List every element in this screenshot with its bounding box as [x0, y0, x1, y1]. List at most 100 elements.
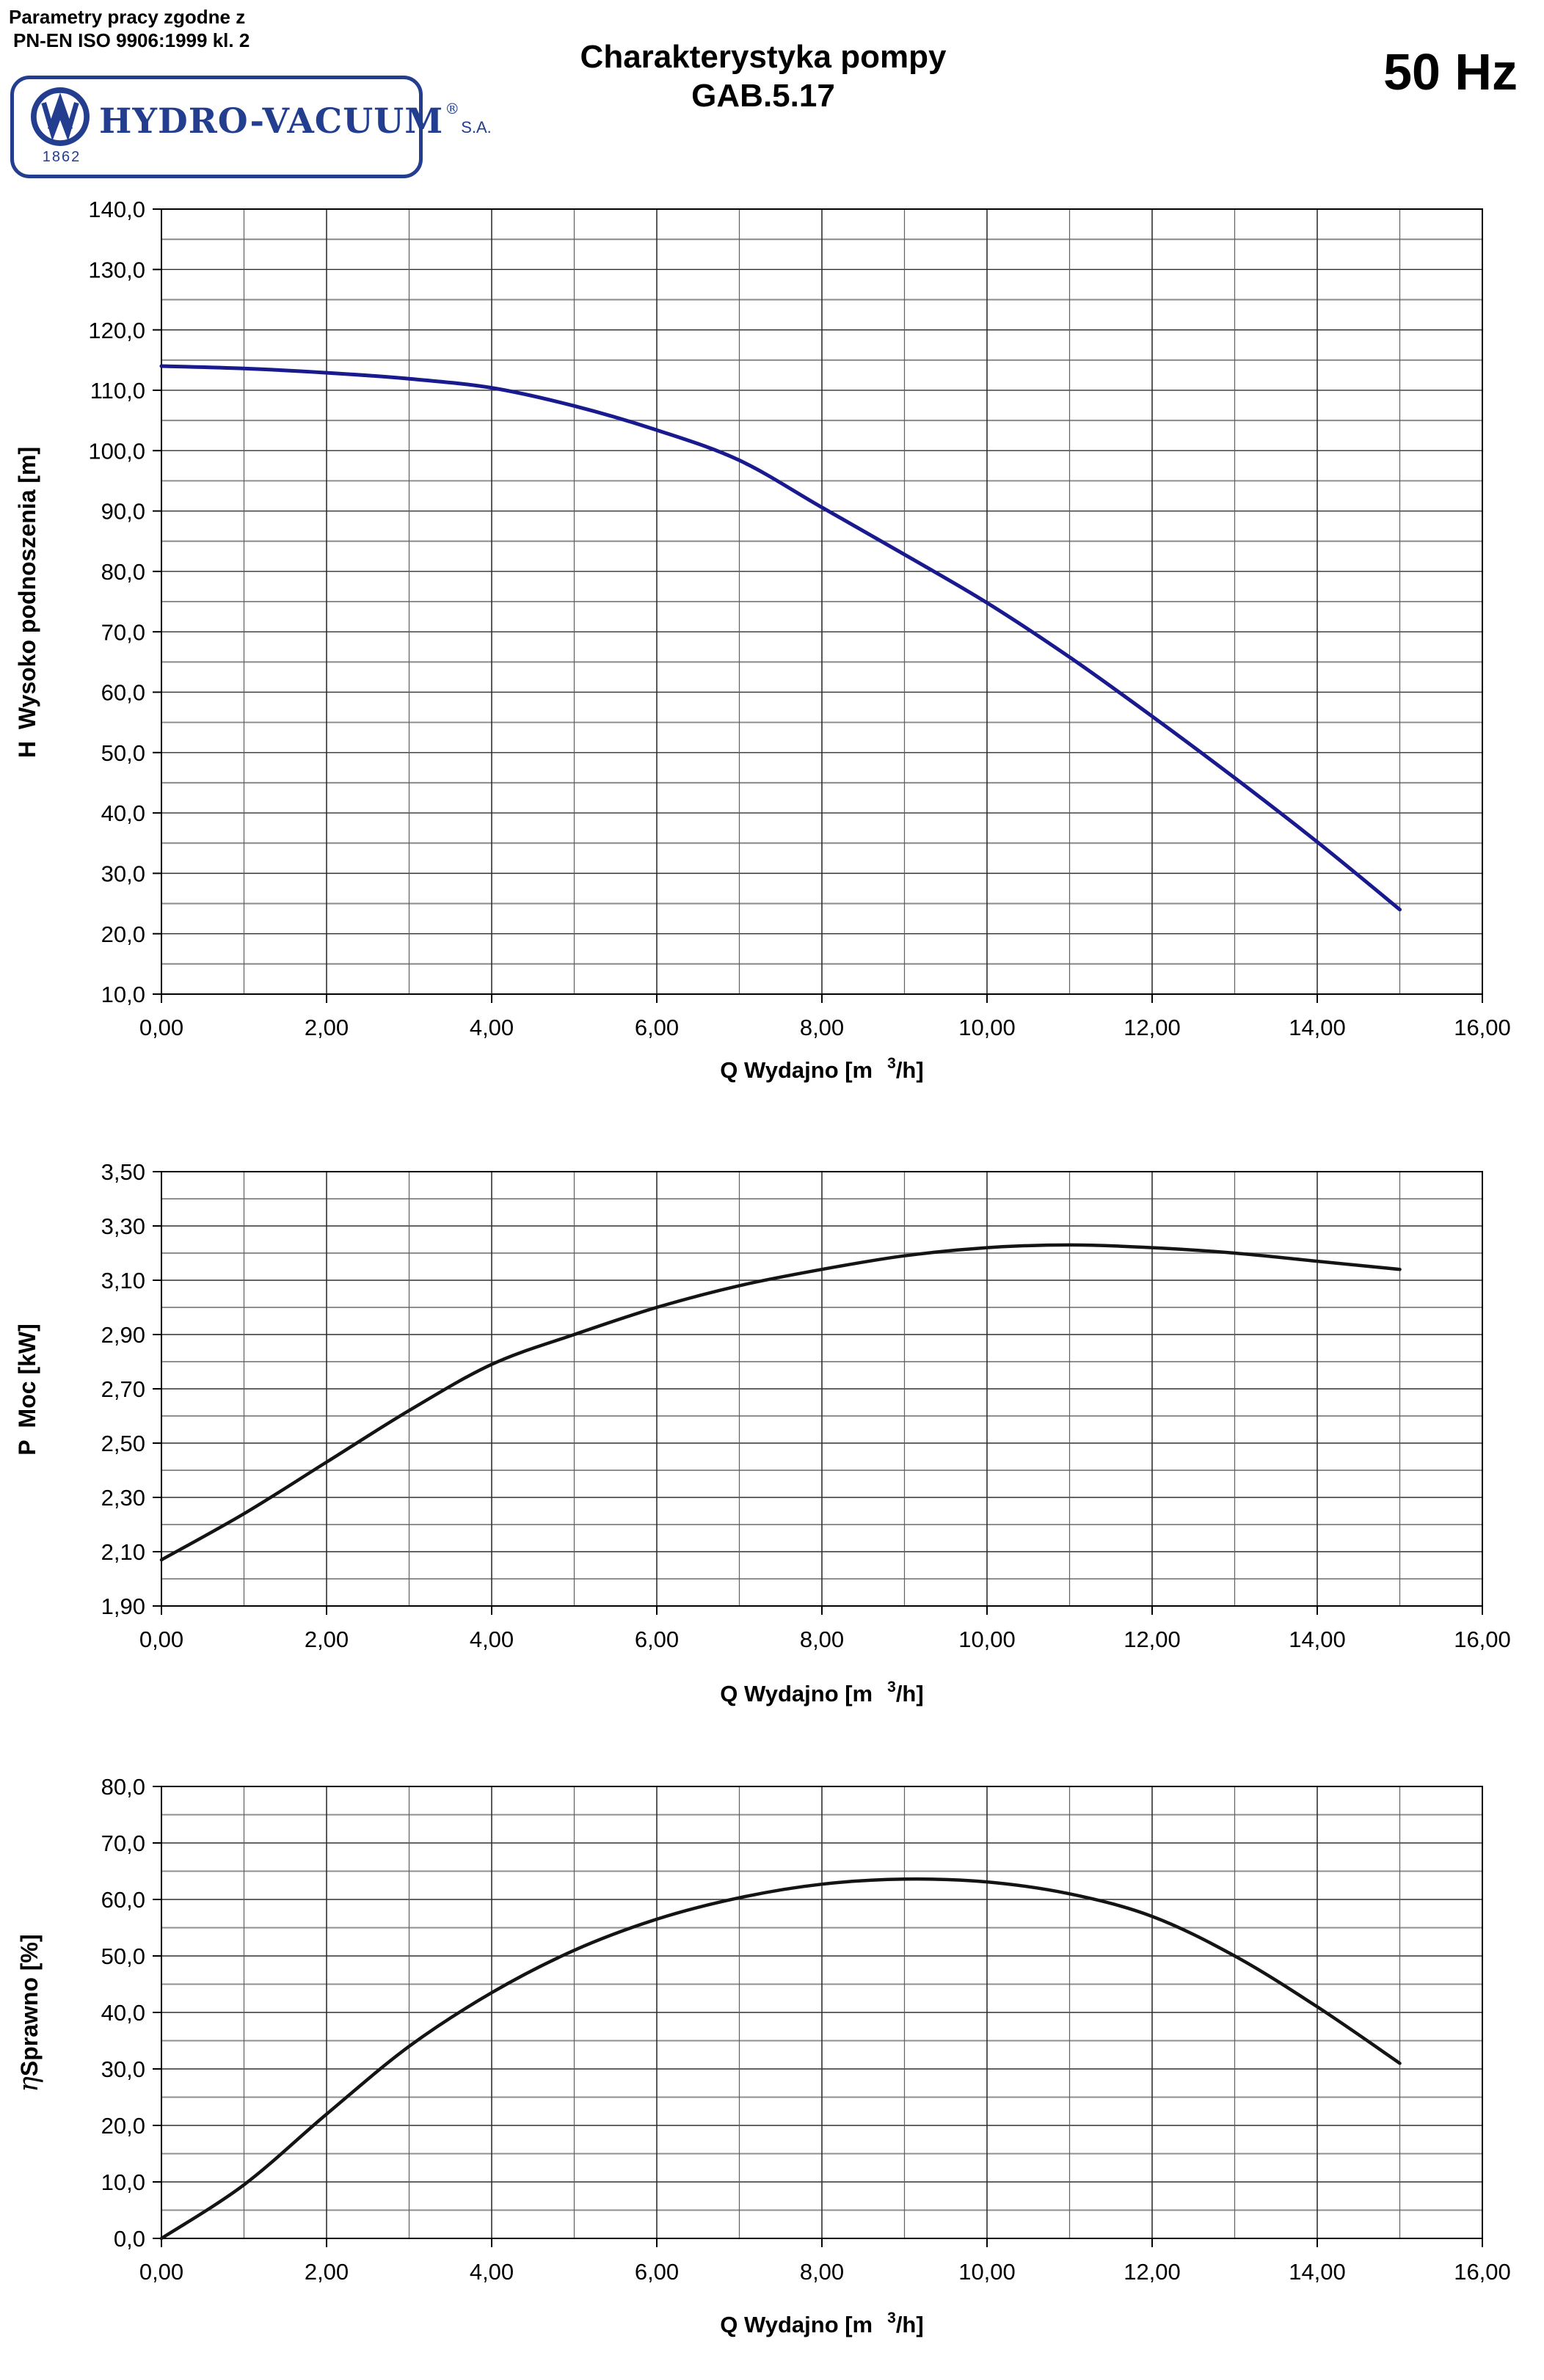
frequency-label: 50 Hz [1383, 43, 1518, 101]
head-chart-y-axis-title: H Wysoko podnoszenia [m] [14, 309, 48, 896]
logo-year: 1862 [42, 149, 81, 165]
y-tick-label: 80,0 [101, 559, 145, 585]
x-tick-label: 2,00 [305, 1627, 349, 1652]
y-tick-label: 40,0 [101, 2000, 145, 2026]
x-axis-superscript: 3 [887, 1679, 896, 1695]
power-chart: 3,50 3,30 3,10 2,90 2,70 2,50 2,30 2,10 1,90 0,00… [101, 1159, 1511, 1652]
efficiency-chart: 80,0 70,0 60,0 50,0 40,0 30,0 20,0 10,0 0,0 0,00 2… [101, 1774, 1511, 2285]
compliance-note: Parametry pracy zgodne z PN-EN ISO 9906:… [9, 6, 250, 52]
y-tick-label: 70,0 [101, 619, 145, 645]
y-tick-label: 2,10 [101, 1539, 145, 1565]
y-tick-label: 3,10 [101, 1268, 145, 1293]
logo-company-suffix: S.A. [461, 118, 492, 136]
y-tick-label: 20,0 [101, 921, 145, 947]
efficiency-chart-x-axis-title: Q Wydajno [m 3/h] [455, 2310, 1189, 2338]
x-tick-label: 16,00 [1454, 2259, 1511, 2285]
y-axis-symbol: P [14, 1439, 40, 1456]
registered-trademark-icon: ® [445, 100, 460, 117]
y-axis-symbol: η [14, 2076, 44, 2092]
y-tick-label: 30,0 [101, 861, 145, 887]
head-curve [159, 364, 1402, 912]
x-tick-label: 2,00 [305, 1015, 349, 1040]
x-tick-label: 6,00 [635, 1015, 679, 1040]
y-tick-label: 20,0 [101, 2113, 145, 2139]
x-tick-label: 14,00 [1289, 2259, 1346, 2285]
x-tick-label: 4,00 [470, 2259, 514, 2285]
power-chart-x-axis-title: Q Wydajno [m 3/h] [455, 1679, 1189, 1707]
logo-company-name: HYDRO-VACUUM [99, 101, 444, 142]
x-tick-label: 10,00 [958, 1015, 1016, 1040]
x-axis-superscript: 3 [887, 1055, 896, 1072]
x-tick-label: 12,00 [1124, 2259, 1181, 2285]
y-tick-label: 60,0 [101, 680, 145, 706]
x-tick-label: 6,00 [635, 1627, 679, 1652]
y-tick-label: 80,0 [101, 1774, 145, 1800]
y-tick-label: 0,0 [114, 2226, 145, 2252]
efficiency-curve [159, 1877, 1402, 2241]
y-tick-label: 110,0 [90, 378, 145, 404]
x-tick-label: 0,00 [139, 1015, 183, 1040]
x-tick-label: 6,00 [635, 2259, 679, 2285]
hydro-vacuum-emblem-icon [31, 87, 90, 146]
page-title-line1: Charakterystyka pompy [580, 39, 947, 75]
y-tick-label: 90,0 [101, 499, 145, 525]
y-tick-label: 2,70 [101, 1376, 145, 1402]
x-tick-label: 12,00 [1124, 1627, 1181, 1652]
power-curve [159, 1243, 1402, 1562]
x-axis-unit: /h] [895, 1681, 924, 1706]
x-tick-label: 10,00 [958, 2259, 1016, 2285]
power-chart-y-axis-title: P Moc [kW] [14, 1096, 48, 1683]
y-tick-label: 140,0 [88, 197, 145, 222]
y-axis-name: Wysoko podnoszenia [m] [14, 446, 40, 730]
x-tick-label: 16,00 [1454, 1015, 1511, 1040]
x-tick-label: 10,00 [958, 1627, 1016, 1652]
y-tick-label: 2,50 [101, 1431, 145, 1456]
y-tick-label: 60,0 [101, 1887, 145, 1913]
y-tick-label: 40,0 [101, 800, 145, 826]
x-axis-name: Q Wydajno [m [720, 2312, 873, 2337]
y-tick-label: 10,0 [101, 2169, 145, 2195]
x-tick-label: 12,00 [1124, 1015, 1181, 1040]
y-tick-label: 2,30 [101, 1485, 145, 1511]
head-chart-x-axis-title: Q Wydajno [m 3/h] [455, 1055, 1189, 1084]
compliance-line1: Parametry pracy zgodne z [9, 6, 246, 28]
x-tick-label: 8,00 [800, 1627, 844, 1652]
x-axis-name: Q Wydajno [m [720, 1057, 873, 1083]
y-tick-label: 1,90 [101, 1594, 145, 1619]
x-axis-superscript: 3 [887, 2310, 896, 2326]
y-axis-name: Moc [kW] [14, 1324, 40, 1428]
y-axis-symbol: H [14, 741, 40, 759]
y-tick-label: 100,0 [88, 438, 145, 464]
x-tick-label: 2,00 [305, 2259, 349, 2285]
x-tick-label: 8,00 [800, 2259, 844, 2285]
x-tick-label: 4,00 [470, 1627, 514, 1652]
x-tick-label: 0,00 [139, 1627, 183, 1652]
y-tick-label: 70,0 [101, 1830, 145, 1856]
y-tick-label: 3,30 [101, 1213, 145, 1239]
head-chart: 140,0 130,0 120,0 110,0 100,0 90,0 80,0 70,0 60,… [88, 197, 1510, 1040]
x-tick-label: 8,00 [800, 1015, 844, 1040]
efficiency-chart-y-axis-title: ηSprawno [%] [14, 1720, 48, 2307]
x-tick-label: 16,00 [1454, 1627, 1511, 1652]
y-tick-label: 50,0 [101, 1943, 145, 1969]
x-tick-label: 4,00 [470, 1015, 514, 1040]
y-tick-label: 3,50 [101, 1159, 145, 1185]
y-tick-label: 30,0 [101, 2056, 145, 2082]
hydro-vacuum-logo: 1862 HYDRO-VACUUM ®S.A. [10, 76, 492, 178]
y-axis-name: Sprawno [%] [16, 1934, 43, 2077]
x-axis-name: Q Wydajno [m [720, 1681, 873, 1706]
y-tick-label: 130,0 [88, 257, 145, 282]
x-tick-label: 0,00 [139, 2259, 183, 2285]
y-tick-label: 2,90 [101, 1322, 145, 1348]
logo-text: HYDRO-VACUUM ®S.A. [99, 100, 492, 142]
x-axis-unit: /h] [895, 1057, 924, 1083]
y-tick-label: 50,0 [101, 740, 145, 766]
compliance-line2: PN-EN ISO 9906:1999 kl. 2 [13, 29, 250, 51]
x-axis-unit: /h] [895, 2312, 924, 2337]
x-tick-label: 14,00 [1289, 1627, 1346, 1652]
y-tick-label: 10,0 [101, 982, 145, 1007]
y-tick-label: 120,0 [88, 318, 145, 343]
page-title-line2: GAB.5.17 [691, 77, 835, 114]
x-tick-label: 14,00 [1289, 1015, 1346, 1040]
